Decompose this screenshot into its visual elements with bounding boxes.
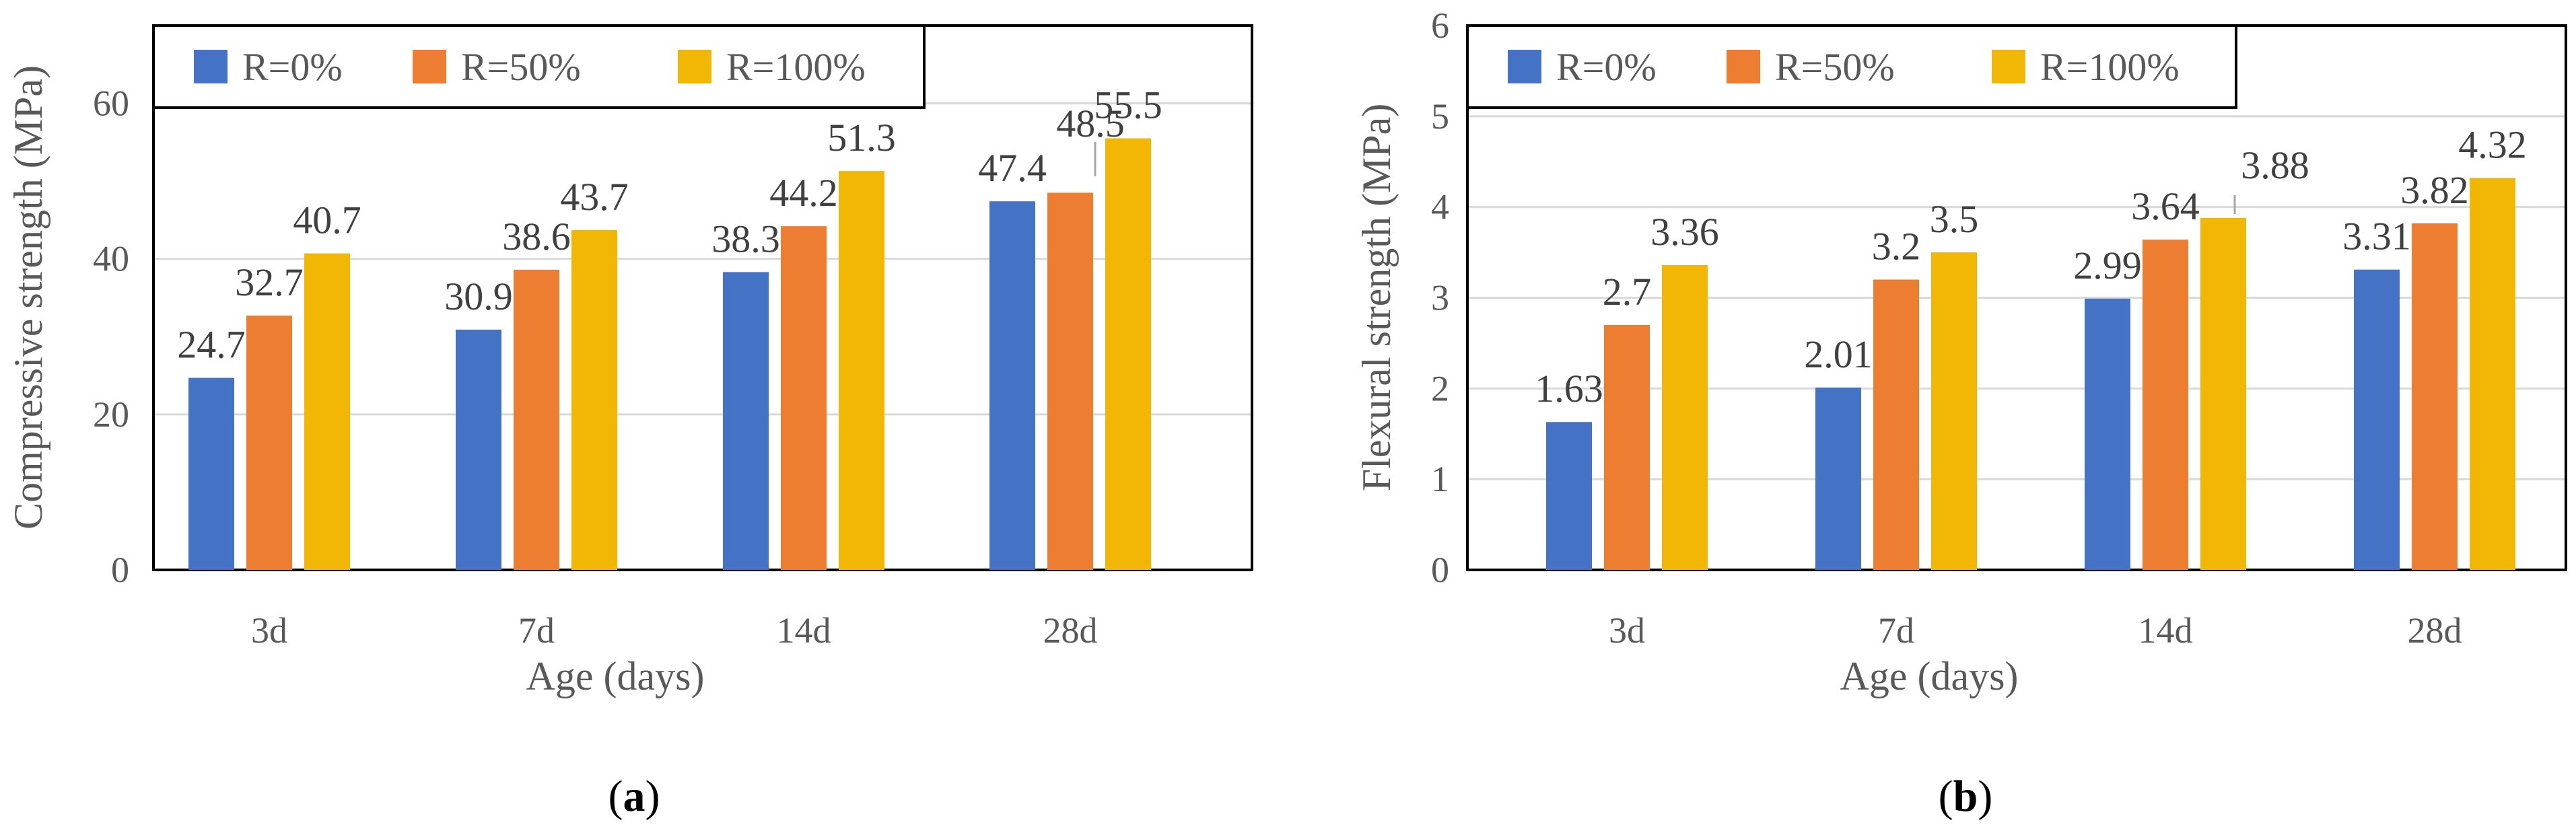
data-label: 3.88 [2241,143,2309,187]
y-tick-label: 0 [111,550,129,590]
legend-swatch [413,50,446,83]
data-label: 4.32 [2458,123,2527,167]
data-label: 3.5 [1930,197,1979,241]
bar-r0-7d [1815,387,1861,570]
legend-label: R=50% [461,45,581,89]
caption-open: ( [1939,772,1953,821]
data-label: 3.31 [2342,215,2411,258]
y-tick-label: 4 [1431,187,1449,227]
x-tick-label: 14d [777,610,831,651]
y-tick-label: 5 [1431,96,1449,137]
legend-label: R=0% [1556,45,1657,89]
y-tick-label: 2 [1431,368,1449,408]
y-tick-label: 40 [93,239,129,279]
bar-r50-28d [2412,223,2458,571]
bar-r50-7d [1873,279,1919,570]
legend-box [1466,24,2237,109]
x-tick-label: 28d [1043,610,1098,651]
bar-r100-14d [839,171,884,570]
caption-letter: a [623,772,646,821]
bar-r100-7d [571,229,617,570]
y-tick-label: 20 [93,394,129,435]
panel-caption: (a) [608,772,660,821]
x-axis-title: Age (days) [1840,654,2019,698]
bar-r0-7d [456,329,501,570]
data-label: 40.7 [293,198,361,242]
legend-label: R=100% [2040,45,2180,89]
bar-r0-3d [188,377,234,570]
bar-r100-28d [1105,138,1151,571]
bar-r0-28d [2354,269,2400,570]
caption-close: ) [646,772,660,821]
legend-label: R=0% [242,45,343,89]
data-label: 1.63 [1535,367,1603,410]
data-label: 3.2 [1872,225,1921,268]
x-tick-label: 7d [518,610,555,651]
data-label: 38.6 [502,215,571,258]
data-label: 32.7 [235,260,304,304]
y-tick-label: 60 [93,83,129,124]
data-label: 24.7 [177,323,246,367]
x-tick-label: 28d [2408,610,2462,651]
chart-panel-b: 0 1 2 3 4 5 6 1.63 2.01 2.99 3.31 2.7 3.2 3.64 3.82 3.3… [1354,5,2567,821]
bar-r50-7d [514,269,559,570]
legend-box [152,24,926,109]
bar-r100-3d [304,253,350,570]
bar-r50-28d [1047,192,1093,570]
chart-panel-a: 0 20 40 60 24.7 30.9 38.3 47.4 32.7 38.6 44.2 48.5 4… [6,24,1253,821]
data-label: 38.3 [711,217,780,260]
data-label: 30.9 [444,275,513,318]
data-label: 3.82 [2400,168,2469,212]
x-tick-label: 3d [1609,610,1645,651]
x-tick-label: 7d [1878,610,1914,651]
data-label: 47.4 [978,146,1047,190]
data-label: 3.64 [2131,184,2200,228]
bar-r100-28d [2470,178,2515,570]
caption-letter: b [1953,772,1978,821]
data-label: 48.5 [1056,102,1125,145]
y-tick-label: 1 [1431,459,1449,499]
bar-r0-28d [989,201,1035,571]
bar-r100-7d [1931,252,1977,570]
legend-label: R=50% [1775,45,1895,89]
bar-r0-14d [723,272,769,570]
panel-caption: (b) [1939,772,1993,821]
y-axis-title: Compressive strength (MPa) [6,65,50,530]
legend-label: R=100% [726,45,866,89]
data-label: 43.7 [560,175,629,219]
x-tick-label: 3d [251,610,287,651]
legend-swatch [678,50,711,83]
data-label: 2.99 [2073,244,2142,287]
data-label: 3.36 [1650,210,1719,254]
bar-r50-14d [781,226,827,570]
y-tick-label: 0 [1431,550,1449,590]
legend: R=0% R=50% R=100% [1466,24,2237,109]
caption-open: ( [608,772,623,821]
bar-r100-14d [2200,217,2246,570]
bar-r50-3d [1604,324,1650,570]
bar-r0-3d [1546,422,1592,570]
bar-r100-3d [1662,264,1708,570]
x-tick-label: 14d [2138,610,2193,651]
data-label: 2.7 [1603,270,1652,314]
y-axis-title: Flexural strength (MPa) [1354,104,1399,492]
caption-close: ) [1978,772,1992,821]
bar-r0-14d [2085,298,2130,570]
y-tick-label: 3 [1431,278,1449,318]
legend: R=0% R=50% R=100% [152,24,926,109]
bar-r50-3d [246,316,292,570]
legend-swatch [1508,50,1541,83]
data-label: 2.01 [1804,332,1873,376]
legend-swatch [194,50,228,83]
data-label: 44.2 [769,171,838,215]
y-tick-label: 6 [1431,5,1449,46]
x-axis-title: Age (days) [526,654,705,698]
bar-r50-14d [2143,240,2188,570]
data-label: 51.3 [827,116,896,159]
legend-swatch [1727,50,1760,83]
data-label: 55.5 [1094,83,1162,127]
legend-swatch [1992,50,2025,83]
